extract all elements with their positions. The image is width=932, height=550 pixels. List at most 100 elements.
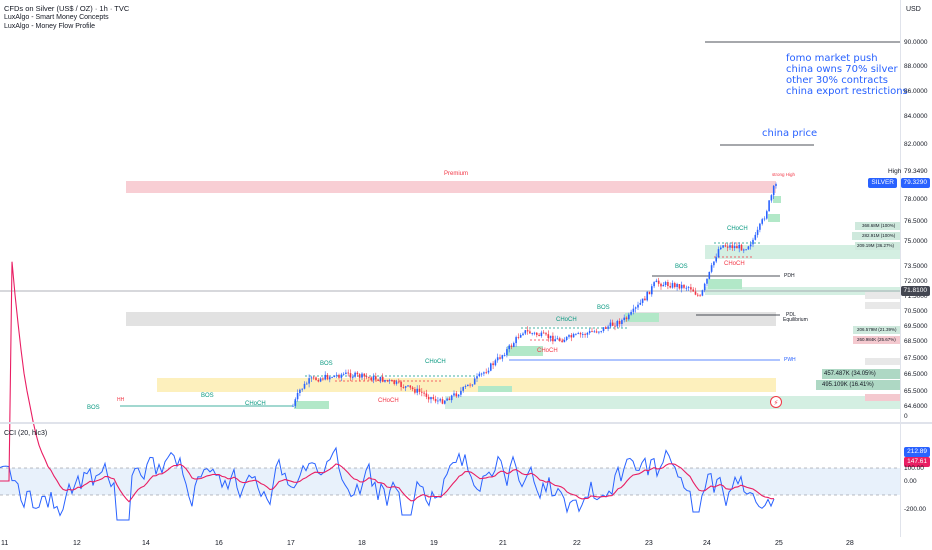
candle-body bbox=[425, 393, 428, 397]
candle-body bbox=[322, 378, 324, 380]
candle-body bbox=[559, 338, 561, 341]
candle-body bbox=[733, 246, 736, 248]
candle-body bbox=[384, 380, 386, 382]
candle-body bbox=[678, 284, 681, 289]
price-tick: 64.6000 bbox=[904, 403, 928, 410]
candle-body bbox=[729, 245, 731, 248]
time-tick: 14 bbox=[142, 540, 150, 547]
candle-body bbox=[646, 291, 648, 301]
candle-body bbox=[623, 317, 625, 321]
candle-body bbox=[480, 373, 483, 375]
crosshair-price-badge[interactable]: 71.8100 bbox=[900, 286, 930, 296]
candle-body bbox=[639, 302, 642, 305]
candle-body bbox=[651, 286, 653, 295]
candle-body bbox=[736, 246, 738, 249]
candle-body bbox=[292, 405, 294, 407]
time-tick: 25 bbox=[775, 540, 783, 547]
choch-label: CHoCH bbox=[556, 317, 577, 323]
candle-body bbox=[404, 386, 407, 388]
candle-body bbox=[549, 335, 552, 339]
pdl-label: PDL bbox=[786, 312, 796, 318]
cci-ma-value-badge: 147.61 bbox=[904, 457, 930, 467]
lightning-icon[interactable] bbox=[770, 396, 782, 408]
candle-body bbox=[368, 377, 370, 378]
candle-body bbox=[317, 380, 320, 382]
candle-body bbox=[485, 372, 487, 374]
fvg-zone bbox=[768, 214, 780, 222]
candle-body bbox=[467, 384, 469, 387]
candle-body bbox=[427, 396, 430, 400]
indicator-smc[interactable]: LuxAlgo - Smart Money Concepts bbox=[4, 14, 109, 21]
candle-body bbox=[552, 335, 554, 342]
candle-body bbox=[720, 247, 722, 250]
candle-body bbox=[699, 295, 701, 297]
profile-value: 206.579M (21.39%) bbox=[857, 327, 897, 332]
candle-body bbox=[655, 280, 658, 282]
cci-tick: 100.00 bbox=[904, 465, 924, 472]
candle-body bbox=[770, 195, 773, 201]
time-tick: 22 bbox=[573, 540, 581, 547]
candle-body bbox=[469, 384, 471, 386]
candle-body bbox=[775, 184, 777, 186]
candle-body bbox=[683, 284, 685, 288]
candle-body bbox=[388, 380, 391, 381]
price-tick: 68.5000 bbox=[904, 338, 928, 345]
candle-body bbox=[478, 373, 481, 377]
candle-body bbox=[768, 200, 770, 212]
symbol-title[interactable]: CFDs on Silver (US$ / OZ) · 1h · TVC bbox=[4, 4, 130, 13]
candle-body bbox=[515, 337, 517, 344]
currency-label[interactable]: USD bbox=[906, 6, 921, 13]
price-tick: 65.5000 bbox=[904, 388, 928, 395]
candle-body bbox=[637, 304, 639, 308]
pane-separator[interactable] bbox=[0, 422, 932, 424]
candle-body bbox=[754, 234, 757, 240]
indicator-mfp[interactable]: LuxAlgo - Money Flow Profile bbox=[4, 23, 96, 30]
pwh-label: PWH bbox=[784, 357, 796, 363]
candle-body bbox=[402, 387, 405, 388]
zero-tick: 0 bbox=[904, 413, 908, 420]
time-tick: 11 bbox=[1, 540, 9, 547]
candle-body bbox=[416, 388, 418, 393]
candle-body bbox=[423, 392, 425, 394]
candle-body bbox=[361, 373, 363, 378]
candle-body bbox=[473, 378, 476, 385]
fomo-note[interactable]: fomo market push china owns 70% silver o… bbox=[786, 53, 908, 97]
candle-body bbox=[653, 282, 655, 287]
candlestick-series bbox=[292, 182, 777, 408]
price-tick: 76.5000 bbox=[904, 218, 928, 225]
candle-body bbox=[326, 374, 329, 380]
candle-body bbox=[395, 381, 398, 384]
candle-body bbox=[338, 374, 340, 378]
candle-body bbox=[409, 385, 412, 388]
candle-body bbox=[439, 399, 441, 401]
candle-body bbox=[301, 388, 303, 390]
time-tick: 23 bbox=[645, 540, 653, 547]
price-axis-border bbox=[900, 0, 901, 537]
last-price-badge[interactable]: 79.3290 bbox=[900, 178, 930, 188]
candle-body bbox=[306, 383, 308, 385]
symbol-badge[interactable]: SILVER bbox=[868, 178, 897, 188]
candle-body bbox=[529, 331, 531, 334]
candle-body bbox=[476, 376, 478, 379]
candle-body bbox=[363, 373, 366, 377]
cci-title[interactable]: CCI (20, hlc3) bbox=[4, 430, 48, 437]
candle-body bbox=[616, 321, 619, 327]
time-tick: 28 bbox=[846, 540, 854, 547]
candle-body bbox=[676, 284, 678, 287]
choch-label: CHoCH bbox=[245, 401, 266, 407]
profile-value: 368.68M (100%) bbox=[862, 223, 896, 228]
candle-body bbox=[575, 333, 577, 335]
candle-body bbox=[441, 399, 444, 404]
china-price-note[interactable]: china price bbox=[762, 128, 818, 139]
price-tick: 67.5000 bbox=[904, 355, 928, 362]
candle-body bbox=[352, 376, 354, 378]
candle-body bbox=[377, 379, 379, 381]
candle-body bbox=[648, 291, 651, 295]
candle-body bbox=[335, 374, 338, 376]
candle-body bbox=[713, 261, 715, 266]
candle-body bbox=[671, 283, 674, 288]
high-value: 79.3490 bbox=[904, 168, 928, 175]
candle-body bbox=[600, 331, 602, 332]
candle-body bbox=[593, 331, 596, 333]
